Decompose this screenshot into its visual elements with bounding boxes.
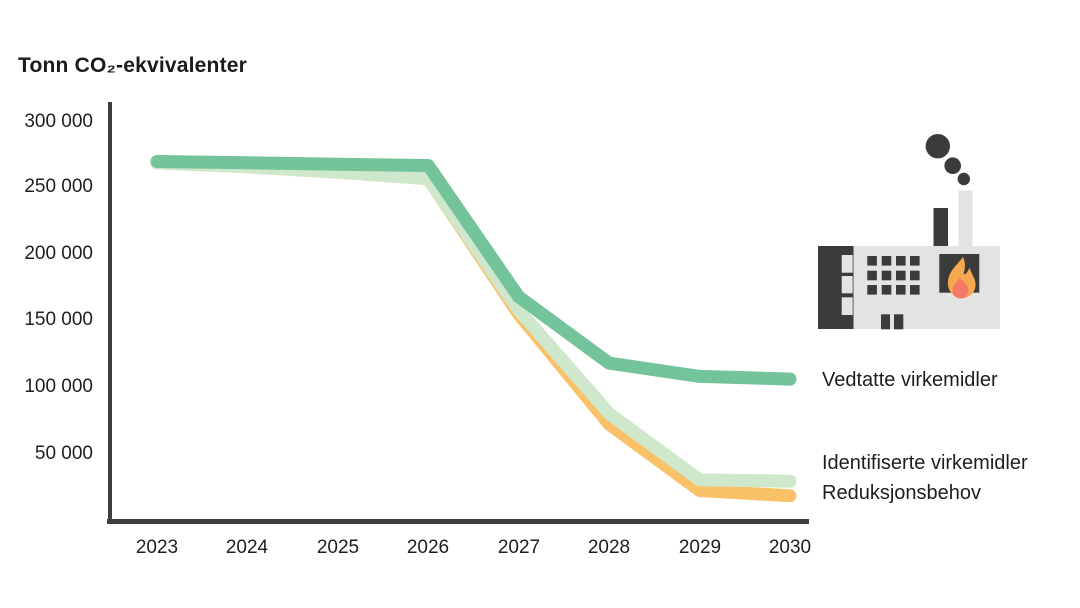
x-tick-label: 2026 <box>406 537 450 558</box>
factory-icon <box>818 134 1000 330</box>
tower-window <box>841 276 853 294</box>
window <box>881 256 892 266</box>
x-tick-label: 2029 <box>678 537 722 558</box>
smoke-and-chimney <box>925 134 970 248</box>
window <box>867 285 877 295</box>
y-tick-label: 250 000 <box>24 176 93 197</box>
y-tick-label: 100 000 <box>24 376 93 397</box>
chimney-dark <box>933 208 948 248</box>
window <box>910 285 920 295</box>
door-window <box>881 314 890 330</box>
tower-window <box>841 297 853 315</box>
window <box>910 256 920 266</box>
chart-title: Tonn CO₂-ekvivalenter <box>18 54 248 77</box>
x-tick-label: 2028 <box>587 537 631 558</box>
y-tick-label: 50 000 <box>34 443 93 464</box>
series-line-vedtatte-virkemidler <box>150 155 797 386</box>
window <box>867 256 877 266</box>
series-line-identifiserte-virkemidler <box>150 156 797 488</box>
tower-windows <box>841 255 853 315</box>
y-tick-label: 300 000 <box>24 111 93 132</box>
chimney-light <box>958 190 973 249</box>
window <box>881 270 892 281</box>
x-tick-label: 2030 <box>768 537 812 558</box>
legend-label-vedtatte-virkemidler: Vedtatte virkemidler <box>822 369 998 391</box>
x-tick-label: 2024 <box>225 537 269 558</box>
y-tick-label: 200 000 <box>24 243 93 264</box>
door-window <box>894 314 904 330</box>
series-line-reduksjonsbehov <box>150 156 797 503</box>
smoke-circle-medium <box>944 157 961 174</box>
smoke-circle-small <box>957 172 970 186</box>
window <box>910 270 920 281</box>
window <box>881 285 892 295</box>
smoke-circle-large <box>925 134 950 159</box>
building-dark-parts <box>818 246 980 330</box>
window <box>867 270 877 281</box>
x-tick-label: 2027 <box>497 537 541 558</box>
fire-icon-inner <box>952 277 969 299</box>
series-layer <box>150 155 797 503</box>
window <box>896 270 906 281</box>
legend-label-identifiserte-virkemidler: Identifiserte virkemidler <box>822 452 1028 474</box>
x-tick-label: 2025 <box>316 537 360 558</box>
x-tick-label: 2023 <box>135 537 179 558</box>
window <box>896 256 906 266</box>
legend-label-reduksjonsbehov: Reduksjonsbehov <box>822 482 981 504</box>
y-tick-label: 150 000 <box>24 309 93 330</box>
window <box>896 285 906 295</box>
tower-window <box>841 255 853 273</box>
